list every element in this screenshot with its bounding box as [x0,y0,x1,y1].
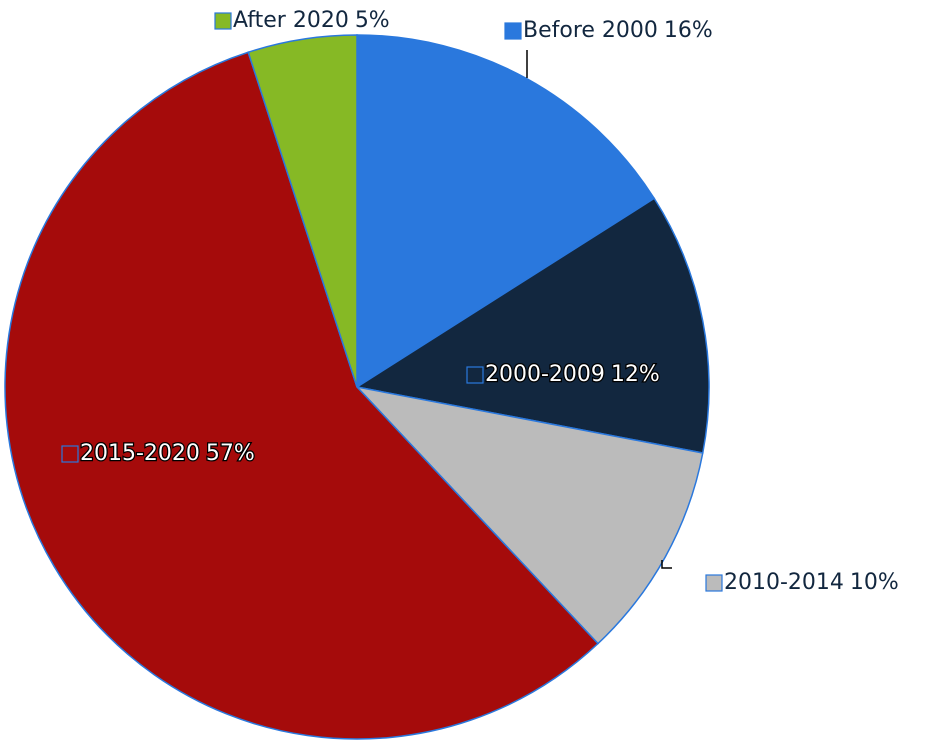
label-value: 10% [850,570,899,595]
pie-slice [247,34,358,388]
pie-slice [4,51,600,740]
label-value: 57% [206,441,255,466]
label-category: 2010-2014 [724,570,844,595]
label-value: 5% [355,8,390,33]
data-label: 2000-2009 12% [485,362,660,387]
legend-swatch [466,366,484,384]
pie-slice [354,197,710,454]
label-category: Before 2000 [523,18,658,43]
label-category: 2015-2020 [80,441,200,466]
data-label: 2010-2014 10% [724,570,899,595]
leader-line [661,560,672,569]
pie-slice [354,385,704,645]
legend-swatch [504,22,522,40]
label-value: 12% [611,362,660,387]
data-label: 2015-2020 57% [80,441,255,466]
label-category: 2000-2009 [485,362,605,387]
data-label: Before 2000 16% [523,18,713,43]
legend-swatch [214,12,232,30]
label-category: After 2020 [233,8,349,33]
label-value: 16% [664,18,713,43]
data-label: After 2020 5% [233,8,390,33]
legend-swatch [61,445,79,463]
pie-slice [356,34,656,389]
legend-swatch [705,574,723,592]
